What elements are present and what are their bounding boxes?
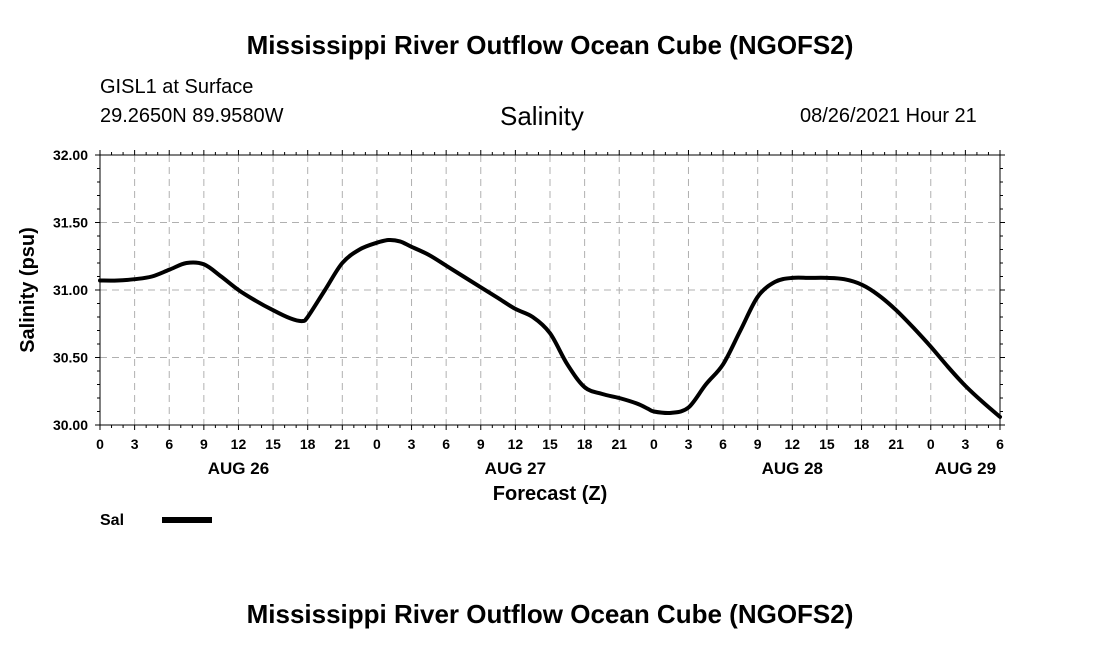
x-tick-label: 15 (819, 436, 835, 452)
forecast-timestamp: 08/26/2021 Hour 21 (800, 105, 977, 127)
x-tick-label: 9 (754, 436, 762, 452)
x-tick-label: 3 (961, 436, 969, 452)
y-tick-label: 30.00 (53, 417, 88, 433)
x-day-label: AUG 27 (485, 459, 546, 478)
y-axis-label: Salinity (psu) (17, 227, 39, 353)
legend: Sal (100, 512, 212, 529)
station-coordinates: 29.2650N 89.9580W (100, 105, 284, 127)
x-tick-label: 21 (335, 436, 351, 452)
chart-main-title: Mississippi River Outflow Ocean Cube (NG… (246, 30, 854, 60)
chart-variable-title: Salinity (500, 101, 584, 131)
salinity-series-line (98, 237, 1002, 419)
y-tick-label: 31.00 (53, 282, 88, 298)
x-tick-label: 12 (508, 436, 524, 452)
x-tick-label: 3 (685, 436, 693, 452)
x-tick-label: 18 (577, 436, 593, 452)
x-day-label: AUG 28 (762, 459, 823, 478)
x-tick-label: 12 (231, 436, 247, 452)
x-tick-label: 15 (542, 436, 558, 452)
x-tick-label: 21 (888, 436, 904, 452)
x-tick-label: 18 (854, 436, 870, 452)
chart-footer-title: Mississippi River Outflow Ocean Cube (NG… (246, 599, 854, 629)
x-tick-label: 9 (200, 436, 208, 452)
x-tick-label: 12 (785, 436, 801, 452)
x-day-label: AUG 26 (208, 459, 269, 478)
grid (100, 155, 1000, 425)
y-tick-label: 32.00 (53, 147, 88, 163)
x-tick-label: 21 (611, 436, 627, 452)
axes: 30.00 30.50 31.00 31.50 32.00 0 3 6 9 12 15 18 21 0 3 6… (53, 147, 1005, 478)
x-tick-label: 18 (300, 436, 316, 452)
x-tick-label: 3 (408, 436, 416, 452)
y-tick-label: 30.50 (53, 350, 88, 366)
x-tick-label: 3 (131, 436, 139, 452)
x-tick-label: 0 (96, 436, 104, 452)
x-day-label: AUG 29 (935, 459, 996, 478)
x-tick-label: 6 (719, 436, 727, 452)
x-tick-label: 15 (265, 436, 281, 452)
x-tick-label: 6 (165, 436, 173, 452)
x-tick-label: 6 (996, 436, 1004, 452)
x-tick-label: 0 (927, 436, 935, 452)
y-tick-label: 31.50 (53, 215, 88, 231)
x-tick-label: 0 (373, 436, 381, 452)
x-tick-label: 0 (650, 436, 658, 452)
x-tick-label: 9 (477, 436, 485, 452)
station-name: GISL1 at Surface (100, 76, 254, 98)
legend-label: Sal (100, 512, 124, 529)
x-tick-label: 6 (442, 436, 450, 452)
x-axis-label: Forecast (Z) (493, 483, 607, 505)
